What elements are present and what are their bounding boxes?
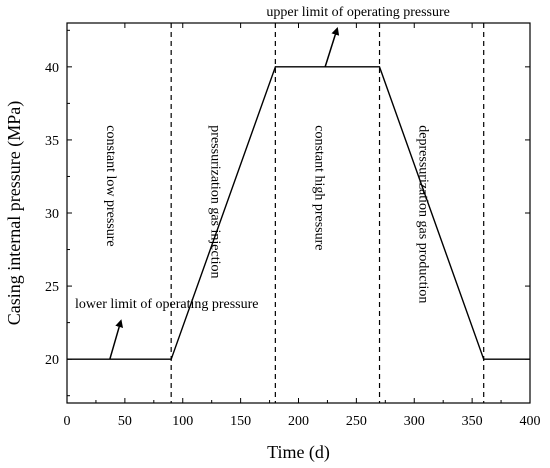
y-tick-label: 20: [45, 353, 59, 368]
x-tick-label: 250: [346, 414, 367, 429]
annotation-upper-limit: upper limit of operating pressure: [266, 5, 450, 20]
x-tick-label: 200: [288, 414, 309, 429]
x-tick-label: 300: [404, 414, 425, 429]
phase-label: depressurization gas production: [416, 125, 431, 303]
x-tick-label: 50: [118, 414, 132, 429]
annotation-arrow: [324, 26, 340, 68]
x-axis-title: Time (d): [267, 442, 330, 463]
x-tick-label: 400: [520, 414, 541, 429]
y-tick-label: 40: [45, 61, 59, 76]
phase-label: pressurization gas injection: [207, 125, 222, 278]
y-tick-label: 35: [45, 134, 59, 149]
annotation-lower-limit: lower limit of operating pressure: [75, 297, 259, 312]
y-axis-title: Casing internal pressure (MPa): [4, 101, 25, 325]
phase-label: constant high pressure: [311, 125, 326, 250]
y-tick-label: 25: [45, 280, 59, 295]
x-tick-label: 150: [230, 414, 251, 429]
x-tick-label: 0: [64, 414, 71, 429]
annotation-arrow: [109, 319, 124, 360]
pressure-series-line: [67, 66, 530, 360]
x-tick-label: 350: [462, 414, 483, 429]
phase-label: constant low pressure: [103, 125, 118, 246]
plot-frame: [66, 22, 531, 404]
y-tick-label: 30: [45, 207, 59, 222]
x-tick-label: 100: [172, 414, 193, 429]
